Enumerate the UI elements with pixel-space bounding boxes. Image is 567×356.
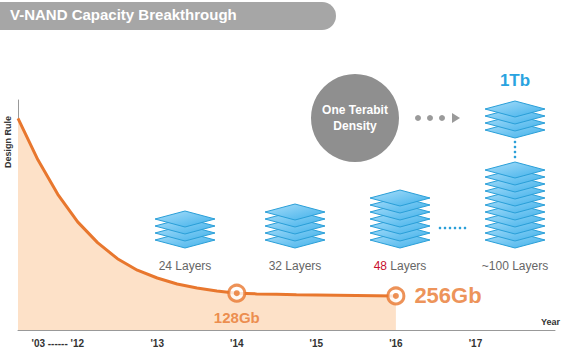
svg-text:Design Rule: Design Rule	[3, 116, 13, 168]
svg-text:24 Layers: 24 Layers	[159, 259, 212, 273]
svg-text:'03 ------ '12: '03 ------ '12	[32, 338, 85, 349]
svg-text:32 Layers: 32 Layers	[269, 259, 322, 273]
svg-text:V-NAND Capacity Breakthrough: V-NAND Capacity Breakthrough	[10, 6, 237, 23]
svg-text:'17: '17	[469, 338, 483, 349]
svg-text:Density: Density	[333, 119, 377, 133]
svg-text:Year: Year	[541, 317, 561, 327]
svg-text:128Gb: 128Gb	[214, 309, 260, 326]
svg-text:Layers: Layers	[387, 259, 426, 273]
svg-text:~100 Layers: ~100 Layers	[482, 259, 548, 273]
svg-text:'13: '13	[150, 338, 164, 349]
svg-text:'15: '15	[310, 338, 324, 349]
svg-text:One Terabit: One Terabit	[322, 103, 388, 117]
svg-text:'16: '16	[389, 338, 403, 349]
svg-text:256Gb: 256Gb	[414, 283, 481, 308]
svg-text:'14: '14	[230, 338, 244, 349]
svg-text:48: 48	[374, 259, 388, 273]
svg-text:1Tb: 1Tb	[500, 71, 530, 90]
